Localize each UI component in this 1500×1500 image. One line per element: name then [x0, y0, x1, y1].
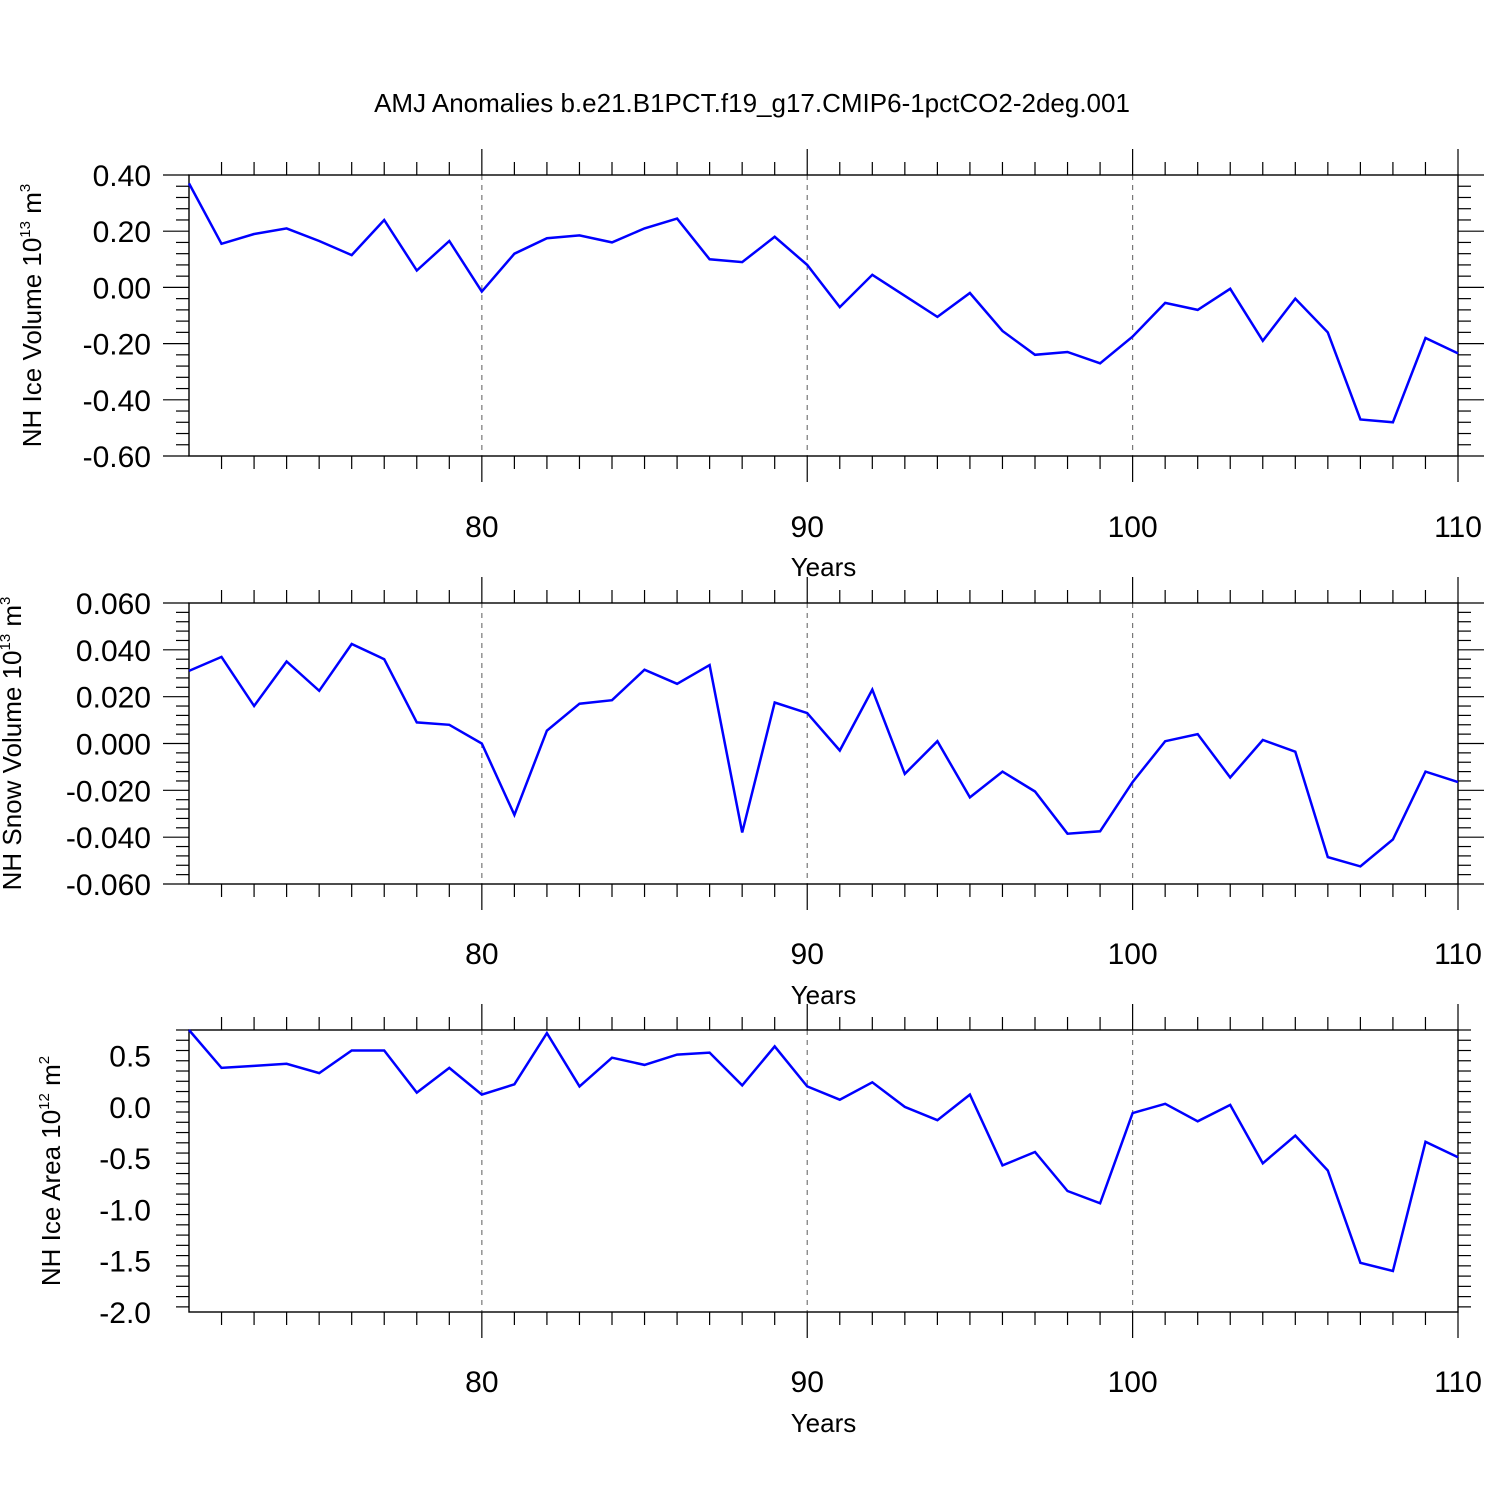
y-axis-label-superscript: 13: [0, 634, 14, 651]
plot-frame: [188, 174, 1459, 457]
y-tick-label: 0.060: [76, 588, 151, 621]
x-tick-label: 100: [1108, 938, 1158, 971]
x-tick-label: 80: [465, 1366, 498, 1399]
y-tick-label: 0.00: [93, 272, 151, 305]
y-axis-label: NH Ice Volume 1013 m3: [17, 184, 47, 447]
y-tick-label: 0.20: [93, 216, 151, 249]
y-tick-label: -0.5: [99, 1143, 151, 1176]
x-tick-label: 110: [1434, 1366, 1482, 1399]
y-axis-label: NH Ice Area 1012 m2: [36, 1056, 66, 1286]
y-tick-label: 0.40: [93, 160, 151, 193]
y-tick-label: -1.0: [99, 1194, 151, 1227]
x-tick-label: 90: [791, 511, 824, 544]
y-tick-label: 0.000: [76, 729, 151, 762]
x-axis-label: Years: [791, 1408, 857, 1438]
y-tick-label: -0.40: [83, 385, 151, 418]
x-tick-label: 90: [791, 938, 824, 971]
x-tick-label: 80: [465, 938, 498, 971]
y-axis-label-text: m: [17, 192, 47, 221]
y-tick-label: 0.5: [109, 1041, 151, 1074]
y-tick-label: -0.060: [66, 869, 151, 902]
y-axis-label-text: NH Ice Area 10: [36, 1110, 66, 1286]
chart-title: AMJ Anomalies b.e21.B1PCT.f19_g17.CMIP6-…: [374, 88, 1130, 118]
series-line: [188, 642, 1459, 868]
x-axis-label: Years: [791, 552, 857, 582]
y-axis-label-superscript: 3: [0, 597, 14, 605]
x-tick-label: 80: [465, 511, 498, 544]
x-tick-label: 90: [791, 1366, 824, 1399]
panels: 0.40 0.20 0.00 -0.20 -0.40 -0.60 80 90 100 110 Yea…: [0, 149, 1484, 1438]
panel-2: 0.060 0.040 0.020 0.000 -0.020 -0.040 -0.060 80…: [0, 577, 1484, 1010]
series-line: [188, 1029, 1459, 1273]
x-axis-label: Years: [791, 980, 857, 1010]
y-tick-label: 0.020: [76, 682, 151, 715]
y-axis-label-superscript: 2: [36, 1056, 53, 1064]
x-tick-label: 100: [1108, 1366, 1158, 1399]
y-tick-label: -0.20: [83, 329, 151, 362]
y-tick-label: -0.60: [83, 441, 151, 474]
y-tick-label: 0.0: [109, 1092, 151, 1125]
x-tick-label: 100: [1108, 511, 1158, 544]
x-tick-label: 110: [1434, 511, 1482, 544]
x-tick-label: 110: [1434, 938, 1482, 971]
panel-3: 0.5 0.0 -0.5 -1.0 -1.5 -2.0 80 90 100 110 Years NH …: [36, 1004, 1482, 1438]
y-axis-label-text: NH Snow Volume 10: [0, 651, 27, 891]
y-tick-label: -2.0: [99, 1297, 151, 1330]
series-line: [187, 182, 1459, 424]
y-axis-label-text: NH Ice Volume 10: [17, 238, 47, 448]
y-axis-label: NH Snow Volume 1013 m3: [0, 597, 27, 891]
y-tick-label: -1.5: [99, 1246, 151, 1279]
y-axis-label-superscript: 13: [17, 221, 34, 238]
panel-1: 0.40 0.20 0.00 -0.20 -0.40 -0.60 80 90 100 110 Yea…: [17, 149, 1484, 582]
y-tick-label: -0.020: [66, 775, 151, 808]
plot-frame: [188, 602, 1459, 885]
y-axis-label-text: m: [36, 1064, 66, 1093]
y-tick-label: 0.040: [76, 635, 151, 668]
y-axis-label-superscript: 3: [17, 184, 34, 192]
plot-frame: [188, 1029, 1459, 1313]
y-axis-label-text: m: [0, 605, 27, 634]
y-axis-label-superscript: 12: [36, 1093, 53, 1110]
y-tick-label: -0.040: [66, 822, 151, 855]
